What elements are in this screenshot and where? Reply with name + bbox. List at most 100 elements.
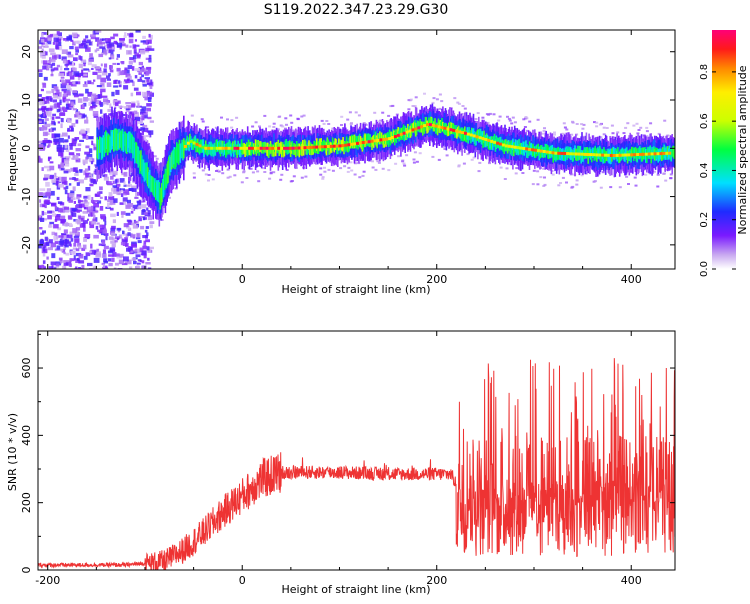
noise-cell [130, 250, 134, 253]
noise-cell [626, 122, 630, 125]
noise-cell [120, 114, 127, 117]
noise-cell [72, 32, 78, 38]
noise-cell [142, 124, 148, 128]
noise-cell [100, 109, 103, 114]
noise-cell [221, 172, 225, 175]
noise-cell [490, 159, 494, 162]
ridge-cell [282, 144, 285, 158]
ridge-peak [536, 149, 540, 153]
noise-cell [119, 178, 125, 183]
ridge-peak [288, 146, 292, 150]
ridge-cell [614, 148, 617, 159]
ridge-cell [144, 162, 147, 181]
noise-cell [68, 215, 73, 220]
noise-cell [470, 115, 474, 118]
noise-cell [141, 209, 146, 215]
noise-cell [122, 239, 128, 245]
noise-cell [47, 36, 52, 42]
noise-cell [135, 237, 141, 240]
noise-cell [118, 105, 124, 108]
noise-cell [571, 185, 575, 188]
noise-cell [67, 129, 72, 132]
ridge-peak [248, 146, 252, 150]
noise-cell [525, 129, 529, 132]
ridge-cell [571, 150, 574, 162]
ridge-cell [463, 129, 465, 142]
noise-cell [476, 112, 480, 115]
noise-cell [61, 168, 65, 171]
ridge-cell [277, 139, 280, 152]
noise-cell [87, 194, 91, 200]
noise-cell [109, 65, 113, 69]
noise-cell [207, 174, 211, 176]
noise-cell [119, 38, 125, 43]
noise-cell [192, 176, 196, 179]
noise-cell [42, 60, 48, 65]
noise-cell [499, 166, 503, 169]
noise-cell [68, 222, 73, 226]
noise-cell [92, 218, 96, 222]
ridge-cell [358, 133, 361, 148]
noise-cell [46, 96, 52, 101]
noise-cell [120, 70, 123, 76]
noise-cell [92, 104, 98, 108]
ridge-peak [574, 152, 578, 156]
noise-cell [153, 155, 157, 158]
ridge-peak [592, 153, 596, 157]
noise-cell [147, 210, 151, 215]
noise-cell [379, 119, 383, 122]
noise-cell [142, 216, 146, 221]
ridge-cell [163, 173, 166, 190]
noise-cell [134, 44, 140, 47]
noise-cell [284, 117, 288, 120]
noise-cell [93, 146, 97, 151]
noise-cell [207, 179, 210, 182]
colorbar-tick-label: 0.0 [699, 261, 710, 277]
ridge-cell [660, 151, 663, 162]
noise-cell [139, 50, 146, 55]
noise-cell [123, 223, 129, 228]
noise-cell [40, 88, 44, 92]
noise-cell [559, 182, 562, 184]
noise-cell [149, 34, 153, 40]
noise-cell [42, 83, 47, 88]
ridge-cell [512, 138, 514, 150]
noise-cell [53, 67, 59, 71]
noise-cell [130, 92, 134, 97]
noise-cell [639, 126, 643, 129]
noise-cell [211, 178, 215, 181]
ridge-peak [644, 152, 648, 156]
noise-cell [109, 69, 114, 73]
noise-cell [220, 116, 223, 119]
noise-cell [598, 123, 602, 126]
ridge-cell [617, 147, 619, 160]
noise-cell [80, 200, 83, 203]
ridge-cell [402, 124, 405, 138]
noise-cell [272, 126, 276, 128]
noise-cell [111, 257, 115, 262]
ridge-cell [164, 168, 167, 187]
noise-cell [107, 183, 113, 186]
ridge-peak [341, 144, 345, 148]
noise-cell [135, 191, 137, 197]
noise-cell [66, 101, 69, 106]
ridge-cell [108, 135, 111, 151]
noise-cell [91, 140, 94, 146]
noise-cell [81, 264, 85, 269]
noise-cell [71, 81, 76, 85]
ridge-cell [657, 149, 659, 163]
ridge-cell [302, 140, 304, 150]
noise-cell [133, 261, 137, 265]
noise-cell [148, 48, 155, 51]
noise-cell [78, 55, 81, 60]
noise-cell [45, 96, 49, 100]
ridge-peak [186, 141, 190, 145]
ridge-cell [185, 138, 188, 151]
noise-cell [40, 142, 47, 147]
ridge-cell [663, 144, 666, 159]
ridge-peak [534, 148, 537, 152]
noise-cell [75, 73, 80, 76]
noise-cell [522, 118, 526, 121]
noise-cell [553, 131, 556, 134]
noise-cell [93, 79, 96, 82]
